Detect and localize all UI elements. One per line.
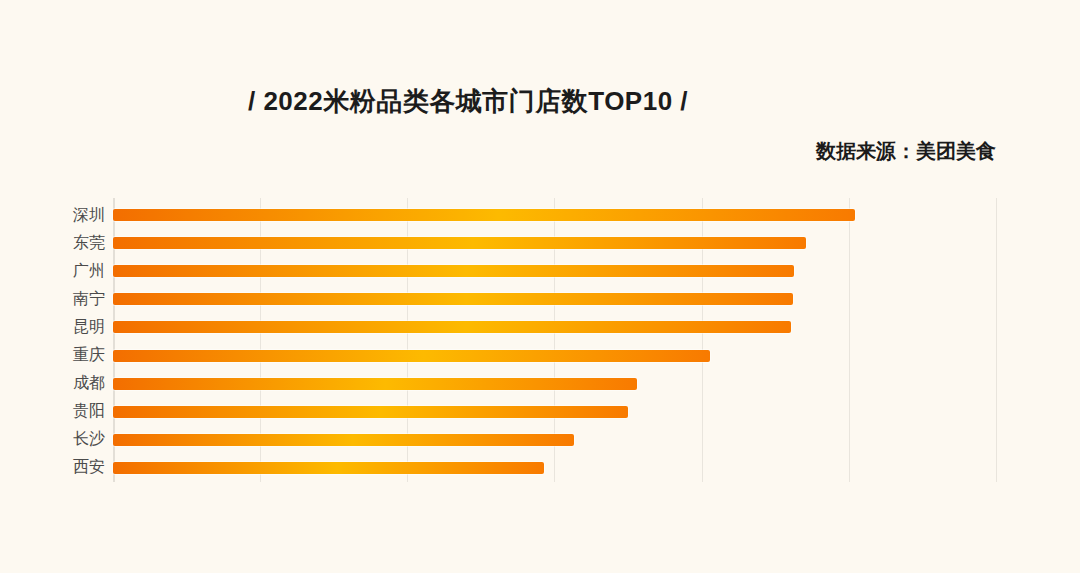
bar-label: 深圳	[0, 205, 105, 226]
bar-label: 东莞	[0, 233, 105, 254]
bar	[113, 434, 574, 446]
bar-row: 东莞	[113, 229, 1040, 257]
bar-label: 长沙	[0, 429, 105, 450]
bar	[113, 265, 794, 277]
bar-row: 深圳	[113, 201, 1040, 229]
bar-row: 贵阳	[113, 398, 1040, 426]
bar	[113, 350, 710, 362]
bar-label: 贵阳	[0, 401, 105, 422]
chart-title: / 2022米粉品类各城市门店数TOP10 /	[248, 84, 688, 119]
bar-label: 南宁	[0, 289, 105, 310]
bar-row: 长沙	[113, 426, 1040, 454]
bar	[113, 406, 628, 418]
bar	[113, 321, 791, 333]
bar-row: 昆明	[113, 313, 1040, 341]
bar	[113, 462, 544, 474]
bar-label: 成都	[0, 373, 105, 394]
bar-row: 南宁	[113, 285, 1040, 313]
data-source-label: 数据来源：美团美食	[816, 138, 996, 165]
page: { "page": { "background": "#FDF9F1" }, "…	[0, 0, 1080, 573]
bar	[113, 237, 806, 249]
bar-chart: 深圳东莞广州南宁昆明重庆成都贵阳长沙西安	[113, 198, 1040, 482]
bar-row: 重庆	[113, 341, 1040, 369]
bar-row: 西安	[113, 454, 1040, 482]
bar-label: 昆明	[0, 317, 105, 338]
bar	[113, 293, 793, 305]
bar-label: 重庆	[0, 345, 105, 366]
bar	[113, 378, 637, 390]
bar-rows: 深圳东莞广州南宁昆明重庆成都贵阳长沙西安	[113, 201, 1040, 482]
bar	[113, 209, 855, 221]
bar-label: 西安	[0, 457, 105, 478]
bar-label: 广州	[0, 261, 105, 282]
bar-row: 广州	[113, 257, 1040, 285]
bar-row: 成都	[113, 370, 1040, 398]
